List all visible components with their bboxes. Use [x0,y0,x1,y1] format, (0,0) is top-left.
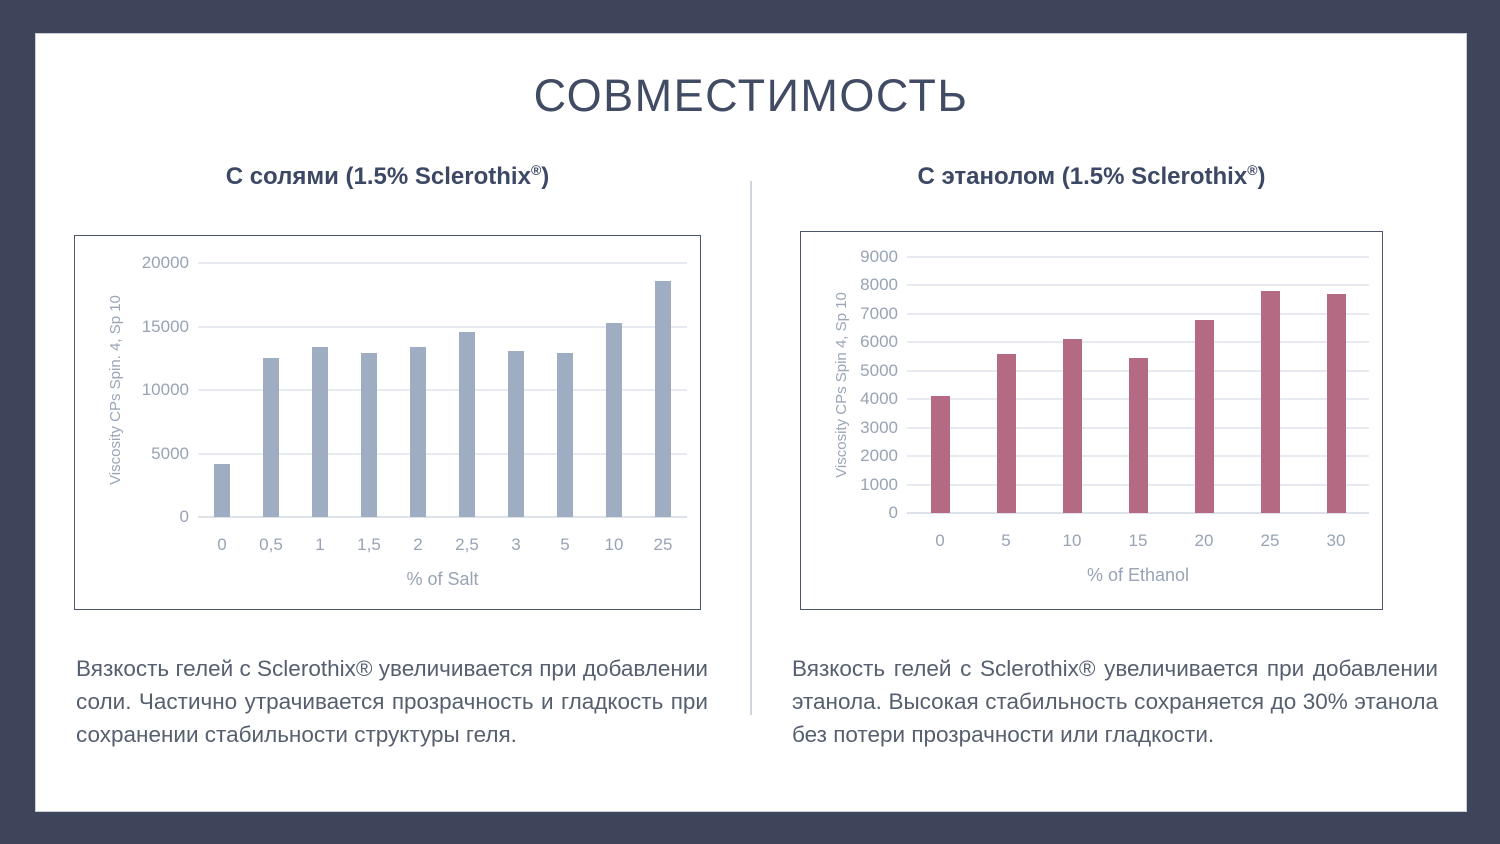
x-tick-label: 25 [1260,531,1280,550]
y-tick-label: 9000 [860,247,898,266]
bar [1327,294,1346,513]
y-tick-label: 5000 [151,443,189,463]
ethanol-chart-title-text: С этанолом (1.5% Sclerothix [917,163,1248,190]
ethanol-chart-x-axis-label: % of Ethanol [1086,565,1190,585]
ethanol-chart-title: С этанолом (1.5% Sclerothix®) [800,162,1383,191]
salt-bar-chart: Viscosity CPs Spin. 4, Sp 10 % of Salt 0… [74,235,701,610]
ethanol-bar-chart: Viscosity CPs Spin 4, Sp 10 % of Ethanol… [800,231,1383,610]
salt-chart-x-axis-label: % of Salt [406,569,479,589]
x-tick-label: 5 [560,535,570,554]
x-tick-label: 10 [1062,531,1082,550]
gridline [907,256,1369,258]
bar [1195,320,1214,513]
registered-trademark-symbol: ® [530,162,542,178]
bar [263,358,279,517]
bar [1129,358,1148,513]
y-tick-label: 20000 [141,253,189,272]
x-tick-label: 15 [1128,531,1148,550]
gridline [198,262,687,264]
y-tick-label: 7000 [860,303,898,323]
x-tick-label: 1 [315,535,325,554]
bar [931,396,950,513]
bar [655,281,671,517]
gridline [907,341,1369,344]
x-tick-label: 5 [1001,531,1011,550]
x-tick-label: 30 [1326,531,1346,550]
bar [410,347,426,517]
bar [508,351,524,517]
x-tick-label: 2,5 [455,535,479,554]
slide-card: СОВМЕСТИМОСТЬ С солями (1.5% Sclerothix®… [35,33,1467,812]
ethanol-description: Вязкость гелей с Sclerothix® увеличивает… [792,656,1438,747]
bar [459,332,475,517]
y-tick-label: 15000 [141,316,189,336]
x-tick-label: 3 [511,535,521,554]
y-tick-label: 1000 [860,474,898,494]
bar [1261,291,1280,513]
x-tick-label: 0,5 [259,535,283,554]
gridline [907,312,1369,315]
x-tick-label: 2 [413,535,423,554]
registered-trademark-symbol: ® [1247,162,1258,178]
salt-description: Вязкость гелей с Sclerothix® увеличивает… [76,656,708,747]
salt-chart-title-end: ) [541,163,550,190]
bar [214,464,230,517]
y-tick-label: 6000 [860,332,898,352]
bar [557,353,573,517]
salt-chart-title-text: С солями (1.5% Sclerothix [225,163,531,190]
slide-title: СОВМЕСТИМОСТЬ [533,70,969,121]
x-tick-label: 10 [604,535,624,554]
y-tick-label: 5000 [860,360,898,380]
gridline [907,284,1369,287]
y-tick-label: 0 [888,503,898,522]
gridline [198,452,687,455]
gridline [198,516,687,518]
y-tick-label: 0 [179,507,189,526]
y-tick-label: 4000 [860,389,898,409]
bar [361,353,377,517]
y-tick-label: 8000 [860,275,898,295]
x-tick-label: 0 [217,535,227,554]
bar [606,323,622,517]
gridline [198,389,687,391]
bar [1063,339,1082,513]
x-tick-label: 1,5 [357,535,381,554]
x-tick-label: 25 [653,535,673,554]
y-tick-label: 2000 [860,446,898,466]
x-tick-label: 20 [1194,531,1214,550]
salt-chart-title: С солями (1.5% Sclerothix®) [74,162,701,191]
x-tick-label: 0 [935,531,945,550]
bar [312,347,328,517]
ethanol-chart-title-end: ) [1257,163,1266,190]
gridline [198,325,687,328]
gridline [907,512,1369,514]
y-tick-label: 3000 [860,417,898,437]
column-divider [750,181,752,715]
y-tick-label: 10000 [141,380,189,399]
bar [997,354,1016,513]
